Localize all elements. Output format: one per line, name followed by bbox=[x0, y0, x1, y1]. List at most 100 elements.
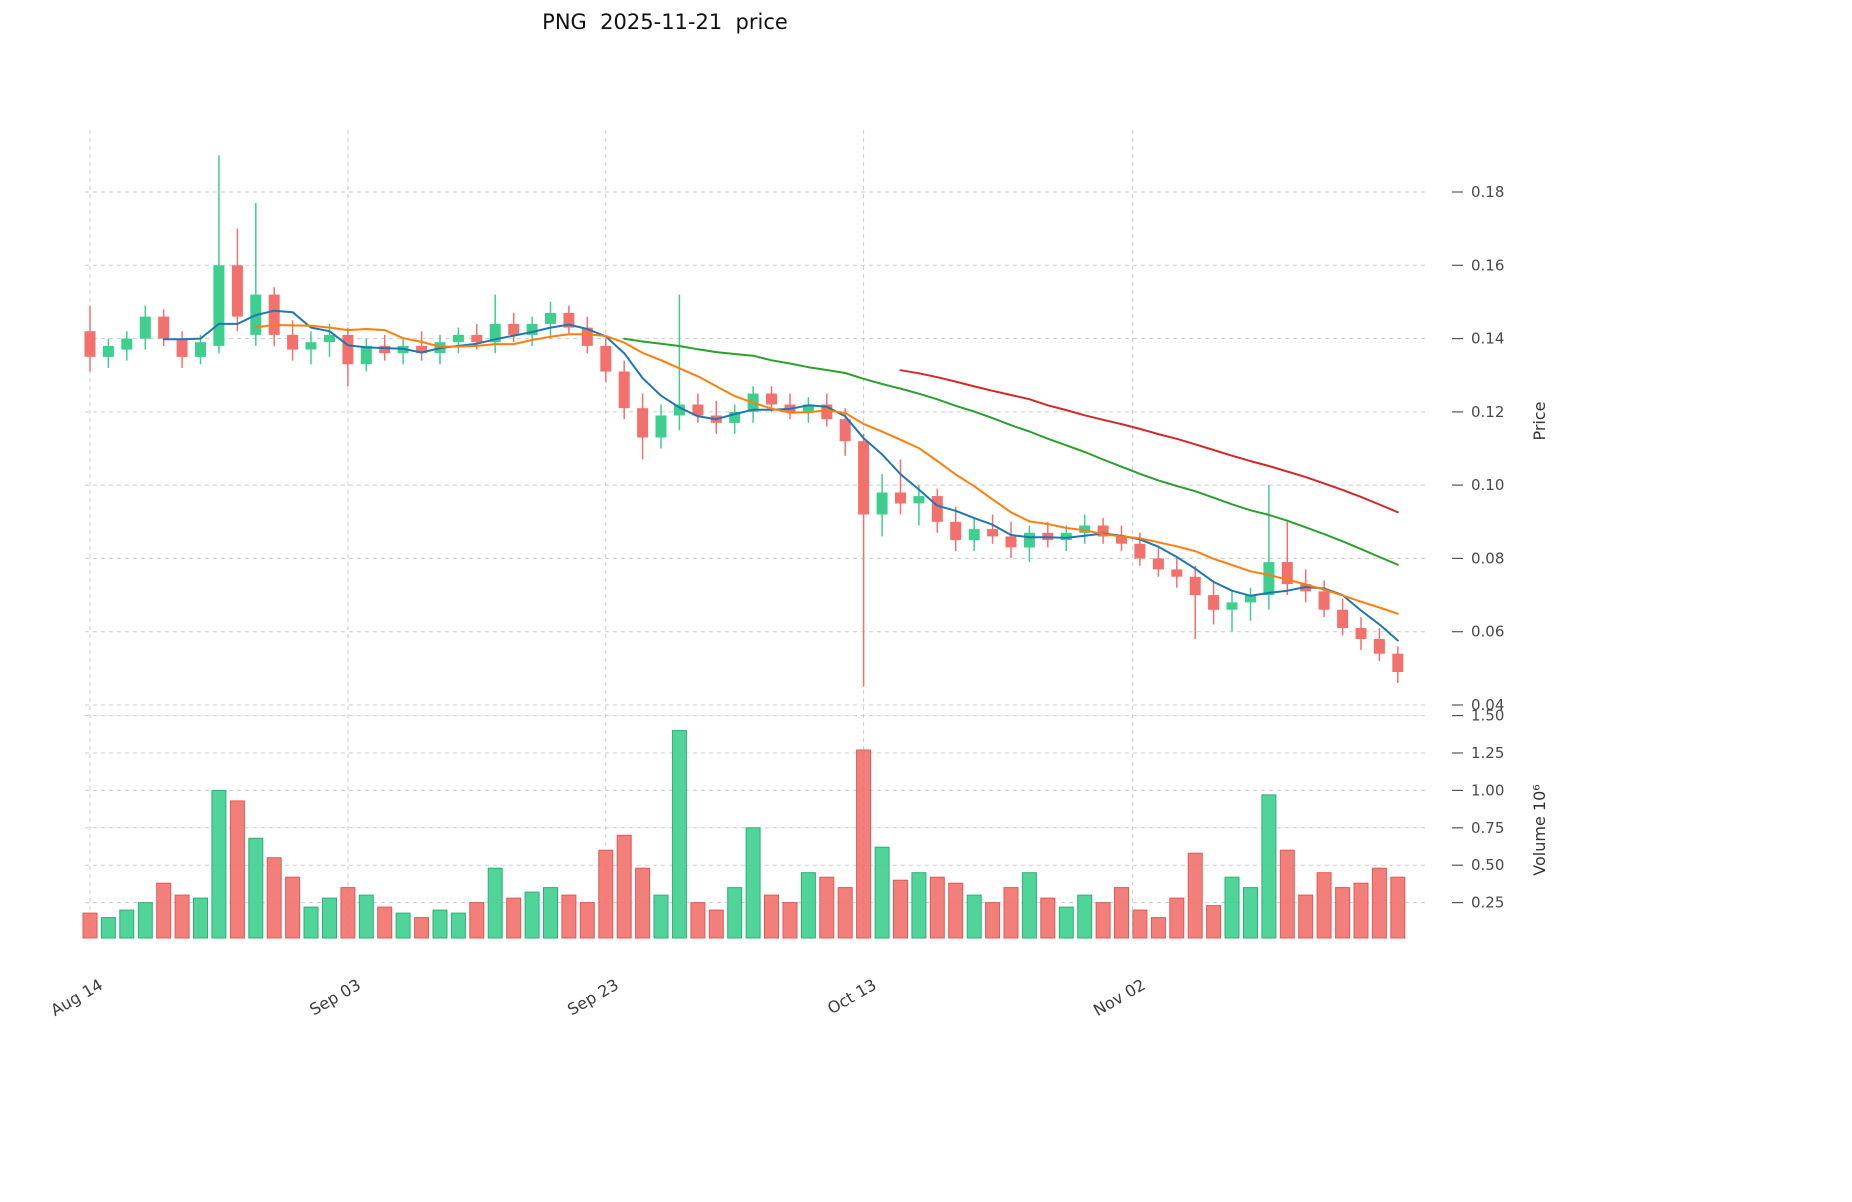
volume-tick-label: 0.25 bbox=[1471, 894, 1504, 912]
volume-bar bbox=[579, 902, 595, 939]
price-tick-label: 0.18 bbox=[1471, 183, 1504, 201]
price-tick-label: 0.16 bbox=[1471, 256, 1504, 274]
candle-body bbox=[508, 323, 520, 335]
candle-body bbox=[1337, 609, 1349, 628]
candle-body bbox=[913, 496, 925, 504]
candle-body bbox=[858, 441, 870, 515]
volume-bar bbox=[229, 800, 245, 939]
volume-bar bbox=[377, 906, 393, 939]
price-tick-label: 0.10 bbox=[1471, 476, 1504, 494]
volume-bar bbox=[543, 887, 558, 939]
candle-body bbox=[766, 393, 777, 405]
volume-bar bbox=[966, 894, 982, 939]
candle-body bbox=[876, 492, 888, 515]
candle-body bbox=[1152, 558, 1164, 570]
volume-bar bbox=[1077, 894, 1093, 939]
candle-body bbox=[563, 312, 575, 328]
price-tick-label: 0.14 bbox=[1471, 330, 1504, 348]
volume-bar bbox=[708, 909, 724, 939]
volume-bar bbox=[1243, 887, 1258, 939]
candle-body bbox=[839, 419, 851, 442]
volume-bar bbox=[1371, 867, 1387, 939]
candle-body bbox=[342, 334, 354, 365]
candle-body bbox=[821, 404, 833, 420]
volume-bar bbox=[193, 897, 208, 939]
candle-body bbox=[968, 529, 980, 541]
volume-bar bbox=[837, 887, 853, 939]
volume-bar bbox=[1114, 887, 1129, 939]
ma-medium-line bbox=[254, 324, 1399, 615]
candle-body bbox=[1355, 628, 1367, 639]
volume-bar bbox=[414, 917, 430, 939]
volume-bar bbox=[929, 876, 945, 939]
candle-body bbox=[1392, 653, 1404, 672]
candle-body bbox=[987, 529, 999, 537]
volume-bar bbox=[322, 897, 337, 939]
ma-long-line bbox=[899, 369, 1399, 514]
candle-body bbox=[1079, 525, 1091, 533]
volume-bar bbox=[782, 902, 798, 939]
candle-body bbox=[692, 404, 704, 416]
volume-bar bbox=[137, 902, 153, 939]
candle-body bbox=[1208, 595, 1220, 610]
candle-body bbox=[158, 316, 170, 339]
chart-title: PNG 2025-11-21 price bbox=[542, 10, 788, 34]
volume-bar bbox=[340, 887, 356, 939]
volume-bar bbox=[395, 912, 411, 939]
volume-bar bbox=[1132, 909, 1148, 939]
candle-body bbox=[1097, 525, 1109, 537]
volume-bar bbox=[911, 872, 927, 939]
candle-body bbox=[545, 312, 556, 324]
volume-bar bbox=[156, 882, 172, 939]
candle-body bbox=[139, 316, 151, 339]
candle-body bbox=[895, 492, 906, 504]
candle-body bbox=[931, 496, 943, 522]
candle-body bbox=[637, 408, 649, 438]
candle-body bbox=[324, 334, 335, 343]
candle-body bbox=[1373, 639, 1385, 654]
volume-bar bbox=[100, 917, 116, 939]
candle-body bbox=[360, 345, 372, 365]
volume-bar bbox=[1058, 906, 1074, 939]
candle-body bbox=[268, 294, 280, 335]
candle-body bbox=[600, 345, 612, 372]
volume-bar bbox=[1150, 917, 1166, 939]
volume-bar bbox=[1353, 882, 1369, 939]
volume-bar bbox=[1261, 794, 1277, 939]
candle-body bbox=[1226, 602, 1238, 610]
candle-body bbox=[305, 342, 317, 350]
volume-bar bbox=[856, 749, 872, 939]
candle-body bbox=[1116, 536, 1127, 544]
volume-bar bbox=[1279, 849, 1295, 939]
candle-body bbox=[452, 334, 464, 343]
candle-body bbox=[102, 345, 114, 357]
volume-bar bbox=[432, 909, 448, 939]
candle-body bbox=[1281, 562, 1293, 585]
x-tick-label: Oct 13 bbox=[824, 975, 879, 1018]
candle-body bbox=[489, 323, 501, 343]
volume-bar bbox=[893, 879, 908, 939]
volume-bar bbox=[1003, 887, 1019, 939]
candle-body bbox=[655, 415, 667, 438]
volume-bar bbox=[358, 894, 374, 939]
volume-bar bbox=[82, 912, 98, 939]
candle-body bbox=[287, 334, 299, 350]
candle-body bbox=[1023, 532, 1035, 548]
candle-body bbox=[1263, 562, 1275, 596]
volume-bar bbox=[1095, 902, 1111, 939]
volume-bar bbox=[635, 867, 651, 939]
volume-bar bbox=[303, 906, 319, 939]
volume-tick-label: 1.50 bbox=[1471, 707, 1504, 725]
volume-bar bbox=[653, 894, 669, 939]
volume-bar bbox=[285, 876, 301, 939]
volume-bar bbox=[948, 882, 964, 939]
volume-bar bbox=[1040, 897, 1056, 939]
volume-bar bbox=[727, 887, 743, 939]
candle-body bbox=[1134, 543, 1146, 559]
x-tick-label: Aug 14 bbox=[47, 975, 106, 1020]
ma-fast-line bbox=[162, 309, 1399, 642]
candle-body bbox=[231, 265, 243, 317]
volume-bar bbox=[119, 909, 135, 939]
price-tick-label: 0.12 bbox=[1471, 403, 1504, 421]
